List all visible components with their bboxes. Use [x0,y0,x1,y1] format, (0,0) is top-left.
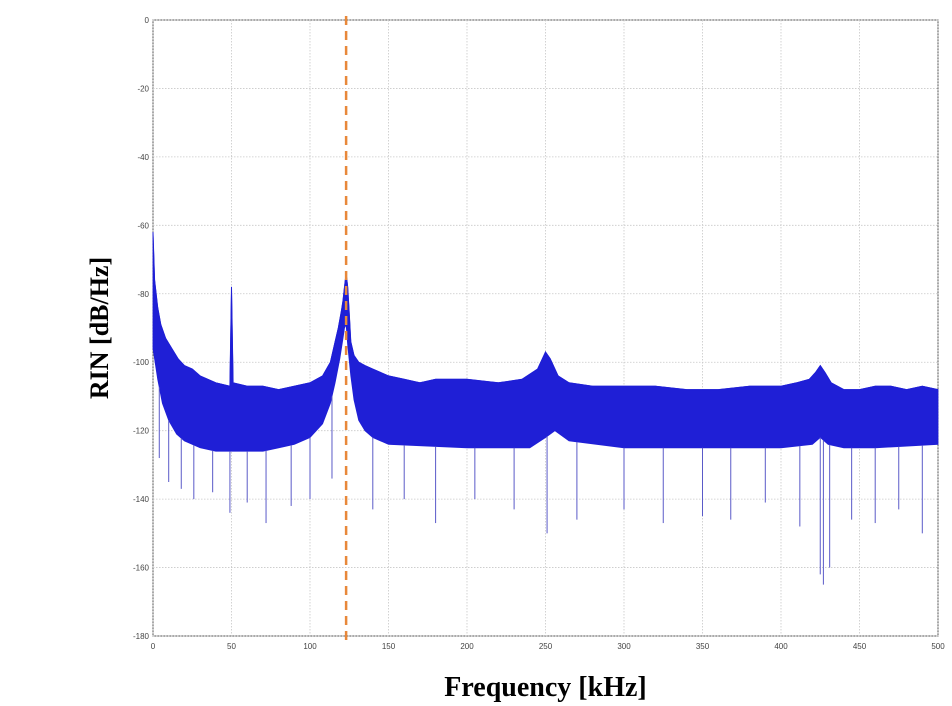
x-tick-label: 50 [227,642,236,651]
x-tick-labels: 0 50 100 150 200 250 300 350 400 450 500 [151,642,945,651]
x-tick-label: 450 [853,642,867,651]
x-tick-label: 250 [539,642,553,651]
y-tick-label: -160 [133,564,150,573]
x-tick-label: 100 [303,642,317,651]
x-tick-label: 150 [382,642,396,651]
x-axis-label: Frequency [kHz] [444,672,646,703]
y-tick-labels: 0 -20 -40 -60 -80 -100 -120 -140 -160 -180 [133,16,150,641]
y-tick-label: -120 [133,427,150,436]
y-tick-label: -20 [137,84,149,93]
x-tick-label: 400 [774,642,788,651]
y-axis-label: RIN [dB/Hz] [85,257,114,399]
x-tick-label: 200 [460,642,474,651]
y-tick-label: -100 [133,358,150,367]
x-tick-label: 0 [151,642,156,651]
x-tick-label: 350 [696,642,710,651]
x-tick-label: 300 [617,642,631,651]
y-tick-label: -40 [137,153,149,162]
y-tick-label: -60 [137,221,149,230]
x-tick-label: 500 [931,642,945,651]
y-tick-label: 0 [145,16,150,25]
series-0-upper-line [152,232,939,391]
series-layer [152,232,939,585]
y-tick-label: -80 [137,290,149,299]
y-tick-label: -180 [133,632,150,641]
y-tick-label: -140 [133,495,150,504]
